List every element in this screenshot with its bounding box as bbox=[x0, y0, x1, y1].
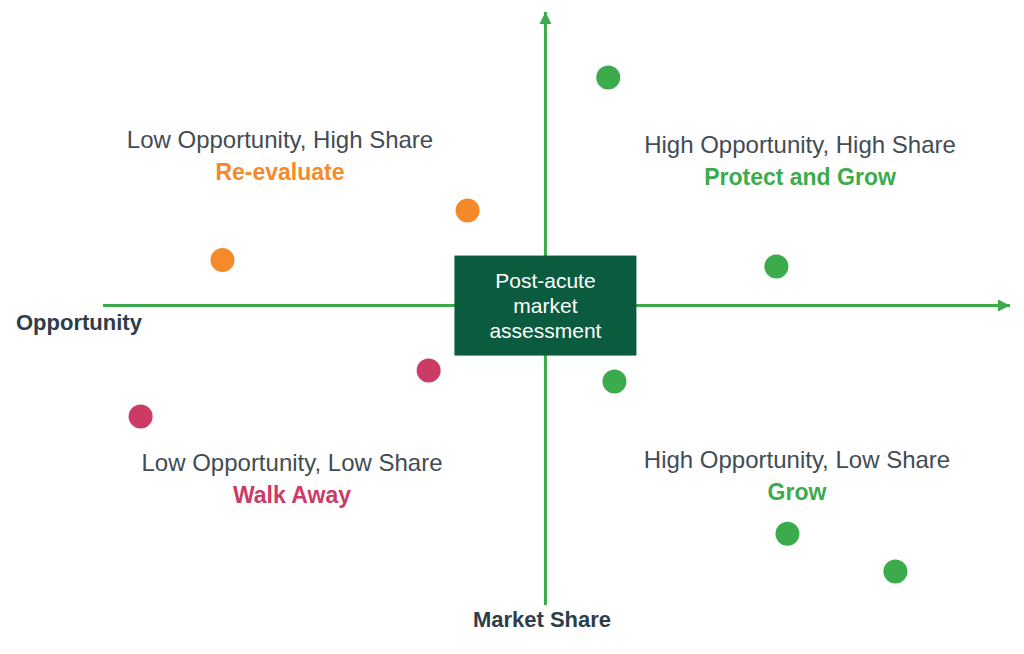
html-text:High Opportunity, Low Share: High Opportunity, Low Share bbox=[643, 446, 951, 473]
html-text:Market Share: Market Share bbox=[472, 607, 612, 632]
html-text:Protect and Grow: Protect and Grow bbox=[704, 164, 896, 190]
html-text:Walk Away: Walk Away bbox=[233, 482, 351, 508]
html-text:Low Opportunity, Low Share: Low Opportunity, Low Share bbox=[141, 449, 443, 476]
html-text:Opportunity: Opportunity bbox=[16, 310, 142, 335]
html-text:Low Opportunity, High Share: Low Opportunity, High Share bbox=[126, 126, 434, 153]
svg-text:assessment: assessment bbox=[489, 319, 601, 342]
html-text:Re-evaluate: Re-evaluate bbox=[215, 159, 345, 185]
svg-text:market: market bbox=[513, 294, 577, 317]
html-text:High Opportunity, High Share: High Opportunity, High Share bbox=[644, 131, 956, 158]
svg-text:Post-acute: Post-acute bbox=[495, 269, 595, 292]
html-text:Grow: Grow bbox=[767, 479, 827, 505]
